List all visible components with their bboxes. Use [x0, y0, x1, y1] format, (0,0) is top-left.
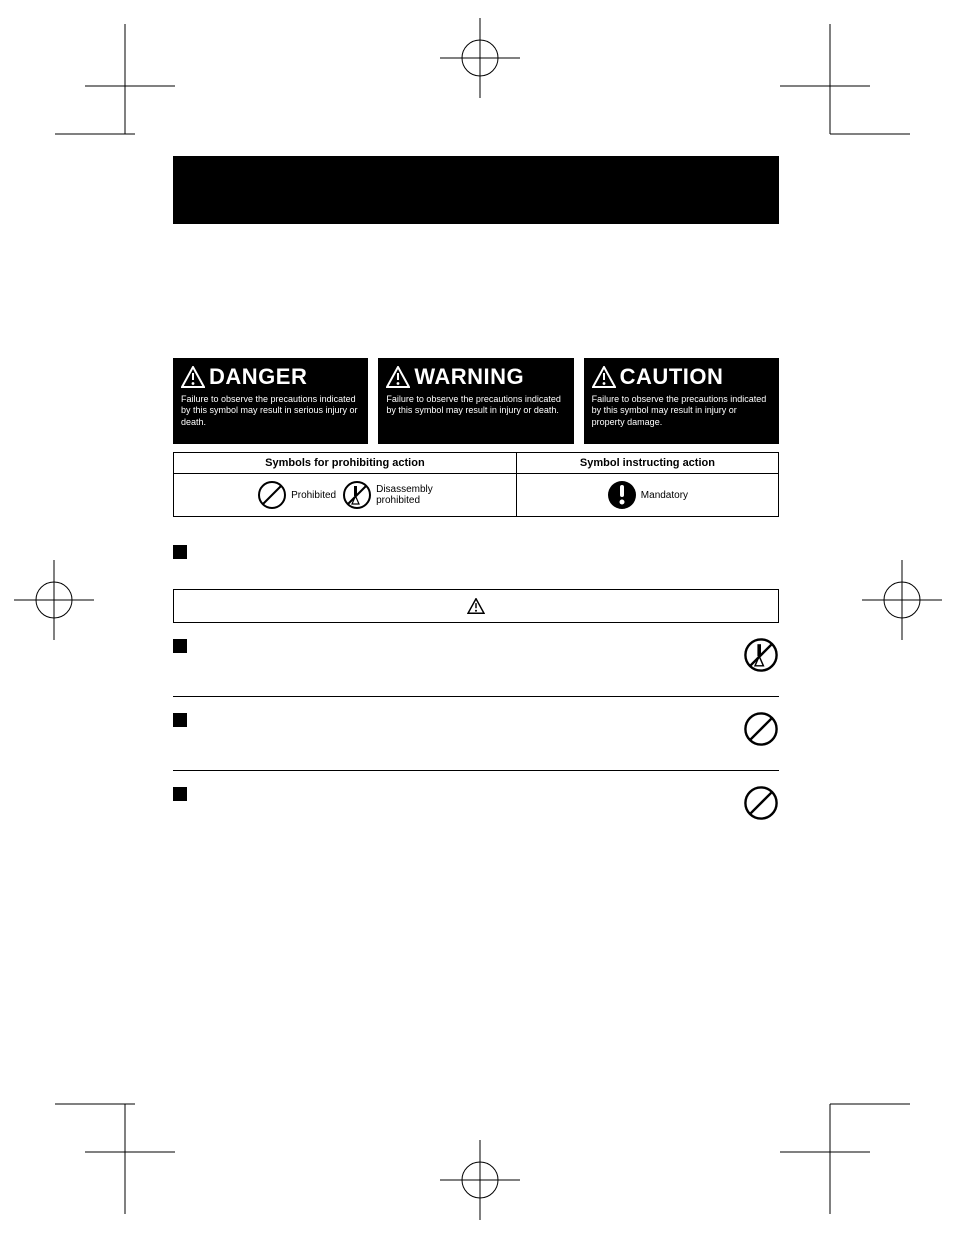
rule-row-1	[173, 623, 779, 697]
crop-mark-top-center	[440, 18, 520, 98]
legend-table: Symbols for prohibiting action Prohibite…	[173, 452, 779, 517]
danger-box: DANGER Failure to observe the precaution…	[173, 358, 368, 444]
warning-body: Failure to observe the precautions indic…	[386, 394, 565, 417]
legend-instruct-header: Symbol instructing action	[517, 453, 778, 474]
bullet-square-icon	[173, 545, 187, 559]
bullet-square-icon	[173, 787, 187, 801]
caution-body: Failure to observe the precautions indic…	[592, 394, 771, 428]
legend-prohibited-item: Prohibited	[257, 480, 336, 510]
legend-prohibited-label: Prohibited	[291, 490, 336, 501]
bullet-square-icon	[173, 639, 187, 653]
legend-instruct-col: Symbol instructing action Mandatory	[517, 453, 778, 516]
warning-box: WARNING Failure to observe the precautio…	[378, 358, 573, 444]
disassembly-prohibited-icon	[743, 637, 779, 673]
crop-mark-right-center	[862, 560, 942, 640]
page-title-band	[173, 156, 779, 224]
danger-title: DANGER	[209, 364, 307, 390]
danger-body: Failure to observe the precautions indic…	[181, 394, 360, 428]
legend-prohibit-col: Symbols for prohibiting action Prohibite…	[174, 453, 517, 516]
legend-mandatory-item: Mandatory	[607, 480, 688, 510]
warning-section-bar	[173, 589, 779, 623]
mandatory-icon	[607, 480, 637, 510]
prohibited-icon	[743, 785, 779, 821]
crop-mark-br	[770, 1094, 910, 1214]
caution-box: CAUTION Failure to observe the precautio…	[584, 358, 779, 444]
intro-bullet-row	[173, 543, 779, 559]
crop-mark-tr	[770, 24, 910, 144]
legend-mandatory-label: Mandatory	[641, 490, 688, 501]
crop-mark-bl	[55, 1094, 175, 1214]
alert-triangle-icon	[386, 366, 410, 388]
crop-mark-left-center	[14, 560, 94, 640]
legend-prohibit-header: Symbols for prohibiting action	[174, 453, 516, 474]
alert-triangle-icon	[181, 366, 205, 388]
page-content: DANGER Failure to observe the precaution…	[173, 230, 779, 844]
bullet-square-icon	[173, 713, 187, 727]
crop-mark-tl	[55, 24, 175, 144]
warning-title: WARNING	[414, 364, 524, 390]
rule-row-2	[173, 697, 779, 771]
alert-triangle-icon	[592, 366, 616, 388]
prohibited-icon	[257, 480, 287, 510]
legend-disassembly-item: Disassembly prohibited	[342, 480, 433, 510]
alert-triangle-icon	[467, 598, 485, 614]
prohibited-icon	[743, 711, 779, 747]
crop-mark-bottom-center	[440, 1140, 520, 1220]
caution-title: CAUTION	[620, 364, 724, 390]
rule-row-3	[173, 771, 779, 844]
legend-disassembly-label: Disassembly prohibited	[376, 484, 433, 506]
hazard-symbol-row: DANGER Failure to observe the precaution…	[173, 358, 779, 444]
disassembly-prohibited-icon	[342, 480, 372, 510]
